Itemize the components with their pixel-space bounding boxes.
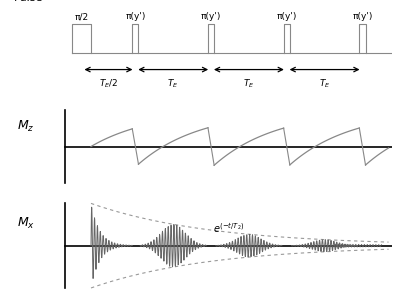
Text: π(y'): π(y')	[276, 12, 297, 21]
Text: π(y'): π(y')	[201, 12, 221, 21]
Text: π(y'): π(y')	[125, 12, 146, 21]
Text: $e^{(-t/T_2)}$: $e^{(-t/T_2)}$	[213, 221, 244, 235]
Text: $T_E$: $T_E$	[319, 78, 330, 90]
Text: $T_E/2$: $T_E/2$	[99, 78, 118, 90]
Text: $T_E$: $T_E$	[168, 78, 179, 90]
Text: $M_z$: $M_z$	[17, 119, 34, 134]
Text: $M_x$: $M_x$	[17, 216, 35, 231]
Text: π(y'): π(y')	[352, 12, 373, 21]
Text: $T_E$: $T_E$	[243, 78, 255, 90]
Text: π/2: π/2	[74, 12, 89, 21]
Text: Pulse: Pulse	[14, 0, 43, 3]
